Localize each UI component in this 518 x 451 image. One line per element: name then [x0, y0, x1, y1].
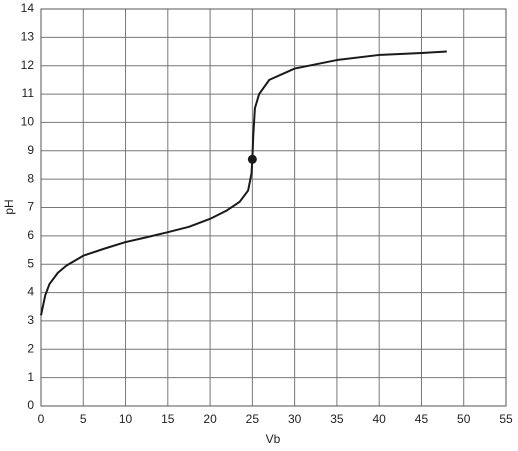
y-tick-label: 0	[27, 398, 34, 412]
y-axis-label: pH	[2, 199, 16, 214]
x-tick-label: 10	[119, 412, 133, 426]
y-tick-label: 7	[27, 200, 34, 214]
x-tick-label: 25	[246, 412, 260, 426]
x-tick-label: 30	[288, 412, 302, 426]
y-tick-label: 10	[21, 115, 35, 129]
y-tick-label: 14	[21, 1, 35, 15]
x-tick-label: 50	[457, 412, 471, 426]
x-tick-label: 15	[161, 412, 175, 426]
plot-frame	[40, 8, 507, 407]
x-tick-label: 40	[373, 412, 387, 426]
x-tick-label: 5	[80, 412, 87, 426]
y-tick-label: 12	[21, 58, 35, 72]
x-tick-label: 20	[203, 412, 217, 426]
y-tick-label: 6	[27, 228, 34, 242]
x-tick-label: 55	[499, 412, 513, 426]
equivalence-point	[247, 154, 257, 164]
x-tick-label: 45	[415, 412, 429, 426]
y-tick-label: 8	[27, 171, 34, 185]
x-tick-label: 35	[330, 412, 344, 426]
data-line	[40, 50, 447, 316]
y-tick-label: 5	[27, 256, 34, 270]
x-tick-label: 0	[38, 412, 45, 426]
y-tick-label: 2	[27, 341, 34, 355]
x-axis-label: Vb	[266, 432, 281, 446]
y-tick-label: 3	[27, 313, 34, 327]
y-tick-label: 1	[27, 370, 34, 384]
y-tick-label: 11	[22, 86, 35, 100]
y-tick-label: 4	[27, 285, 34, 299]
y-tick-label: 13	[21, 30, 35, 44]
y-tick-label: 9	[27, 143, 34, 157]
